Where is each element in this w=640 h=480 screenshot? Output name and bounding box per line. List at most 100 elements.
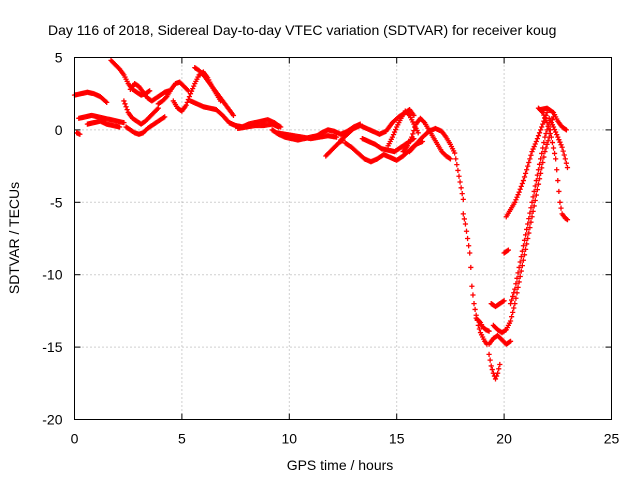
data-point xyxy=(509,314,515,320)
data-point xyxy=(452,150,458,156)
data-point xyxy=(529,199,535,205)
data-point xyxy=(531,203,537,209)
data-point xyxy=(463,228,470,234)
data-point xyxy=(561,152,567,158)
y-tick-label: -20 xyxy=(42,412,62,428)
data-point xyxy=(533,177,539,184)
data-point xyxy=(526,159,532,166)
data-point xyxy=(390,132,397,138)
data-point xyxy=(516,189,522,195)
data-point xyxy=(534,187,540,193)
data-point xyxy=(522,232,529,238)
data-point xyxy=(492,376,499,382)
data-point xyxy=(562,156,568,162)
y-tick-label: 5 xyxy=(55,50,63,66)
data-point xyxy=(528,152,534,158)
data-point xyxy=(103,98,109,105)
data-point xyxy=(162,114,168,120)
data-point xyxy=(560,148,566,154)
y-tick-label: -15 xyxy=(42,339,62,355)
data-point xyxy=(521,237,528,243)
data-point xyxy=(486,328,492,334)
data-point xyxy=(516,279,522,285)
data-point xyxy=(524,241,530,247)
data-point xyxy=(467,250,473,256)
data-point xyxy=(557,199,563,205)
data-point xyxy=(528,205,534,211)
data-point xyxy=(454,162,460,168)
data-point xyxy=(186,93,193,100)
data-point xyxy=(275,124,282,130)
data-point xyxy=(529,214,535,220)
data-point xyxy=(563,127,569,133)
data-point xyxy=(117,124,123,130)
data-point xyxy=(470,292,476,298)
data-point xyxy=(556,137,562,143)
data-point xyxy=(506,339,513,345)
data-point xyxy=(507,301,514,307)
data-point xyxy=(541,112,547,118)
data-point xyxy=(549,109,556,115)
data-point xyxy=(519,263,525,269)
data-point xyxy=(557,139,563,145)
data-point xyxy=(545,123,551,129)
data-point xyxy=(509,297,515,303)
data-point xyxy=(517,273,523,280)
data-point xyxy=(453,156,459,162)
data-point xyxy=(472,306,478,313)
data-point xyxy=(525,163,531,169)
data-point xyxy=(471,301,477,307)
data-point xyxy=(542,114,548,121)
data-point xyxy=(525,221,531,227)
x-tick-label: 15 xyxy=(389,431,405,447)
data-point xyxy=(489,366,495,373)
data-point xyxy=(547,130,553,137)
data-point xyxy=(121,98,127,104)
data-point xyxy=(457,179,463,185)
data-point xyxy=(507,338,514,344)
data-point xyxy=(161,114,167,121)
data-point xyxy=(446,155,452,161)
data-point xyxy=(525,235,531,242)
data-point xyxy=(184,99,190,105)
data-point xyxy=(475,322,481,328)
data-point xyxy=(512,199,518,205)
data-point xyxy=(533,192,539,198)
data-point xyxy=(550,145,557,151)
data-point xyxy=(527,225,533,231)
data-point xyxy=(517,259,523,265)
data-point xyxy=(564,217,571,223)
data-point xyxy=(528,219,534,225)
data-point xyxy=(447,156,453,162)
data-point xyxy=(542,134,548,140)
x-tick-labels: 0 5 10 15 20 25 xyxy=(71,431,620,447)
data-point xyxy=(513,197,519,203)
data-point xyxy=(520,177,527,184)
data-point xyxy=(459,191,465,197)
data-point xyxy=(562,126,568,132)
data-point xyxy=(518,268,524,274)
data-point xyxy=(553,129,559,135)
data-point xyxy=(558,142,564,148)
data-point xyxy=(514,194,520,200)
x-tick-label: 20 xyxy=(496,431,512,447)
data-point xyxy=(469,283,475,289)
data-point xyxy=(495,370,501,376)
data-point xyxy=(542,149,548,155)
x-tick-label: 25 xyxy=(604,431,620,447)
data-point xyxy=(530,146,536,152)
data-point xyxy=(104,99,110,105)
data-point xyxy=(187,91,194,97)
data-point xyxy=(513,295,519,301)
data-point xyxy=(514,275,520,281)
data-point xyxy=(520,243,527,249)
y-tick-label: 0 xyxy=(55,122,63,138)
data-point xyxy=(516,264,522,271)
data-point xyxy=(515,192,521,198)
data-point xyxy=(538,170,544,176)
y-axis-label: SDTVAR / TECUs xyxy=(6,182,22,294)
data-point xyxy=(536,176,543,182)
data-point xyxy=(554,132,560,138)
y-tick-labels: 5 0 -5 -10 -15 -20 xyxy=(42,50,62,428)
